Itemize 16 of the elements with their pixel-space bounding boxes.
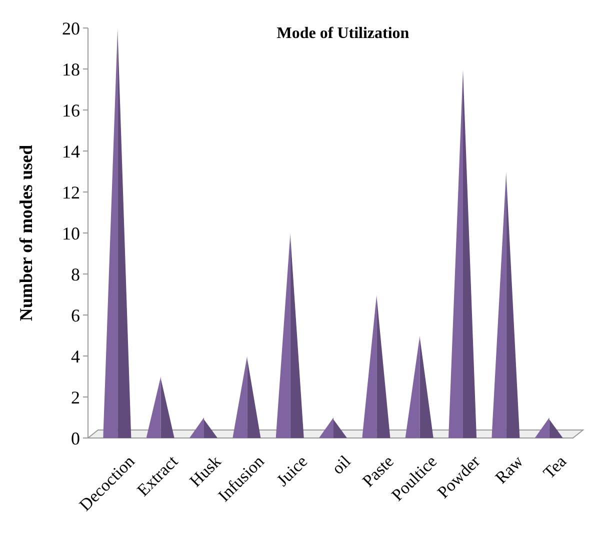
y-tick-label: 20: [62, 18, 80, 38]
y-axis-title: Number of modes used: [16, 144, 36, 322]
y-tick-label: 6: [71, 305, 80, 326]
y-tick-label: 8: [71, 264, 80, 284]
y-tick-label: 16: [62, 100, 80, 120]
y-tick-label: 0: [71, 428, 80, 448]
x-tick-label: oil: [328, 452, 354, 478]
chart-title: Mode of Utilization: [276, 25, 410, 42]
y-tick-label: 4: [71, 346, 80, 366]
y-tick-label: 10: [62, 223, 80, 244]
y-tick-label: 2: [71, 387, 80, 408]
x-tick-label: Tea: [539, 451, 570, 482]
x-tick-label: Raw: [491, 451, 528, 488]
y-tick-label: 18: [62, 59, 80, 80]
y-tick-label: 12: [62, 182, 80, 202]
y-tick-label: 14: [62, 141, 80, 162]
